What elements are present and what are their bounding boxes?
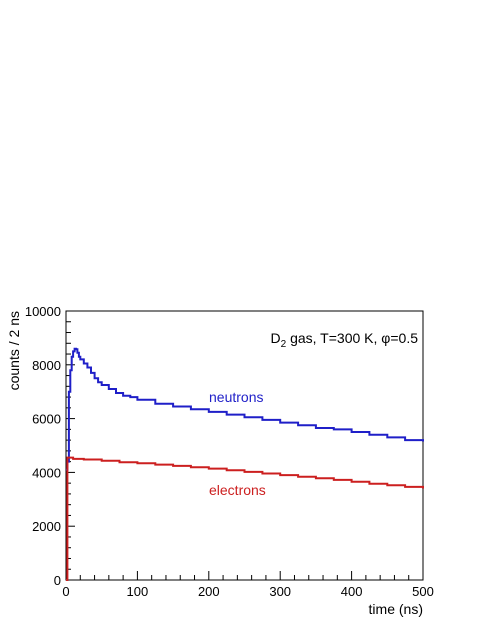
y-tick-label: 8000 bbox=[32, 358, 61, 373]
y-axis: 0 2000 4000 6000 8000 10000 bbox=[25, 304, 75, 588]
annotation-prefix: D bbox=[271, 330, 281, 346]
x-axis-label: time (ns) bbox=[369, 601, 423, 617]
annotation-phi-value: =0.5 bbox=[390, 330, 418, 346]
series-layer bbox=[66, 347, 424, 581]
plot-annotation: D2 gas, T=300 K, φ=0.5 bbox=[271, 330, 419, 350]
x-tick-label: 100 bbox=[127, 584, 149, 599]
y-tick-label: 0 bbox=[54, 573, 61, 588]
x-axis: 0 100 200 300 400 500 bbox=[62, 571, 434, 599]
series-line-electrons bbox=[66, 456, 424, 581]
x-tick-label: 200 bbox=[198, 584, 220, 599]
y-tick-label: 2000 bbox=[32, 519, 61, 534]
plot-frame bbox=[65, 310, 424, 581]
x-tick-label: 0 bbox=[62, 584, 69, 599]
x-tick-label: 500 bbox=[412, 584, 434, 599]
series-line-neutrons bbox=[66, 347, 424, 471]
x-tick-label: 400 bbox=[341, 584, 363, 599]
y-axis-label: counts / 2 ns bbox=[6, 311, 22, 390]
series-label-neutrons: neutrons bbox=[209, 389, 263, 405]
y-tick-label: 4000 bbox=[32, 465, 61, 480]
annotation-suffix: gas, T=300 K, bbox=[286, 330, 381, 346]
y-tick-label: 6000 bbox=[32, 412, 61, 427]
annotation-phi: φ bbox=[381, 330, 390, 346]
y-tick-label: 10000 bbox=[25, 304, 61, 319]
series-label-electrons: electrons bbox=[209, 482, 266, 498]
annotation-subscript: 2 bbox=[281, 339, 287, 350]
x-tick-label: 300 bbox=[269, 584, 291, 599]
